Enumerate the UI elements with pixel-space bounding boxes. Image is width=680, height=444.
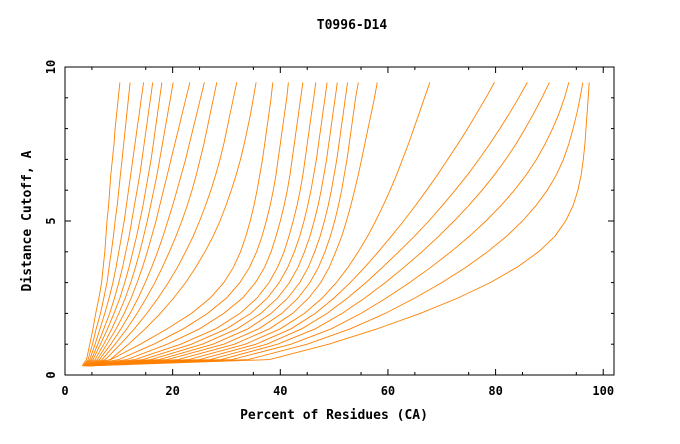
series-line-22 bbox=[88, 82, 495, 367]
series-line-9 bbox=[88, 82, 218, 367]
series-line-24 bbox=[89, 82, 550, 367]
series-line-5 bbox=[85, 82, 163, 367]
series-line-15 bbox=[84, 82, 317, 367]
y-tick-label: 0 bbox=[44, 371, 58, 378]
series-line-4 bbox=[84, 82, 154, 367]
series-line-27 bbox=[90, 82, 590, 367]
series-line-1 bbox=[81, 82, 121, 367]
series-line-21 bbox=[87, 82, 431, 367]
series-line-11 bbox=[90, 82, 257, 367]
chart-title: T0996-D14 bbox=[317, 18, 388, 33]
x-tick-label: 100 bbox=[592, 384, 614, 398]
x-tick-label: 80 bbox=[488, 384, 502, 398]
y-tick-label: 10 bbox=[44, 60, 58, 74]
series-line-17 bbox=[85, 82, 338, 367]
x-tick-label: 60 bbox=[381, 384, 395, 398]
series-line-6 bbox=[86, 82, 174, 367]
y-axis: 0 5 10 bbox=[44, 60, 614, 379]
series-line-7 bbox=[86, 82, 191, 367]
series-line-14 bbox=[83, 82, 304, 367]
series-line-10 bbox=[89, 82, 238, 367]
series-line-12 bbox=[82, 82, 274, 367]
x-tick-label: 0 bbox=[61, 384, 68, 398]
series-line-26 bbox=[90, 82, 584, 367]
series-line-19 bbox=[86, 82, 359, 367]
series-line-2 bbox=[82, 82, 131, 367]
series-group bbox=[81, 82, 590, 367]
series-line-8 bbox=[87, 82, 205, 367]
series-line-3 bbox=[83, 82, 145, 367]
y-tick-label: 5 bbox=[44, 217, 58, 224]
series-line-13 bbox=[83, 82, 289, 367]
y-axis-label: Distance Cutoff, A bbox=[20, 150, 35, 291]
series-line-20 bbox=[87, 82, 378, 367]
x-axis: 0 20 40 60 80 100 bbox=[61, 67, 614, 398]
x-tick-label: 20 bbox=[165, 384, 179, 398]
x-axis-label: Percent of Residues (CA) bbox=[240, 408, 428, 423]
series-line-25 bbox=[89, 82, 570, 367]
x-tick-label: 40 bbox=[273, 384, 287, 398]
series-line-18 bbox=[85, 82, 349, 367]
series-line-23 bbox=[88, 82, 528, 367]
series-line-16 bbox=[84, 82, 328, 367]
